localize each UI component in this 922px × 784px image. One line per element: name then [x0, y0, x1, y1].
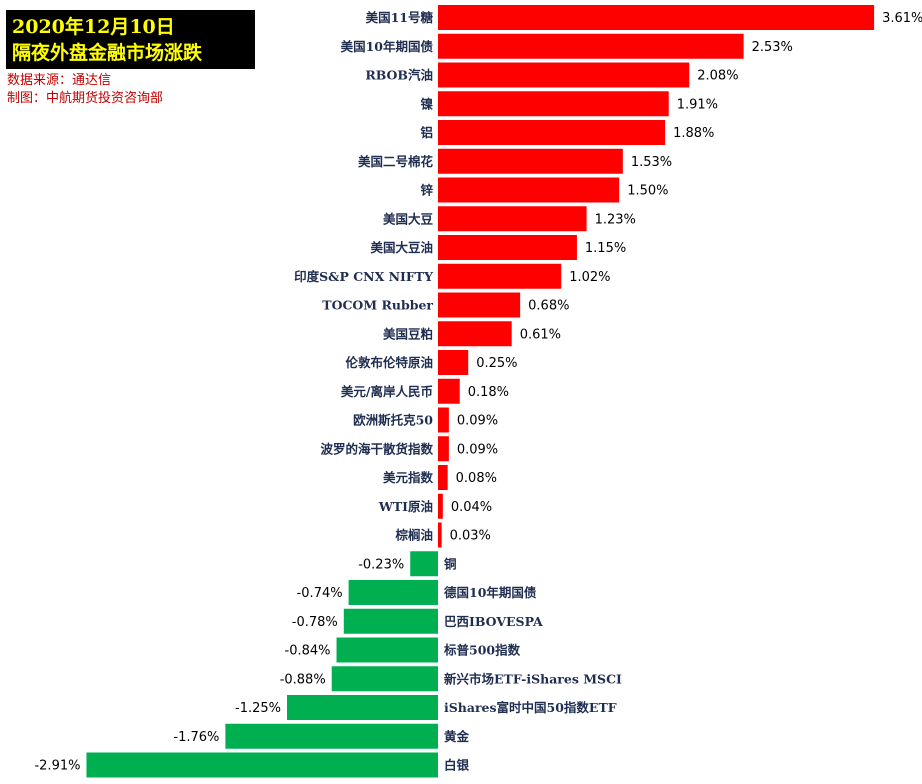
category-label: 欧洲斯托克50	[353, 413, 433, 428]
chart-producer: 制图：中航期货投资咨询部	[7, 91, 164, 106]
category-label: 美国大豆	[383, 211, 434, 226]
category-label: 棕榈油	[394, 528, 433, 543]
category-label: 锌	[420, 183, 433, 198]
category-label: 标普500指数	[443, 643, 521, 658]
bar	[438, 465, 448, 490]
bar	[438, 177, 620, 203]
bar	[438, 407, 449, 433]
data-label: 0.09%	[457, 442, 498, 457]
category-label: 美国二号棉花	[358, 154, 434, 169]
bar	[438, 436, 449, 462]
bar	[438, 292, 521, 318]
bar	[438, 522, 442, 548]
data-label: -2.91%	[34, 759, 80, 774]
data-label: 0.09%	[457, 414, 498, 429]
category-label: 印度S&P CNX NIFTY	[294, 269, 434, 284]
data-label: 1.91%	[677, 97, 718, 112]
category-label: 美国大豆油	[370, 240, 433, 255]
data-label: -0.88%	[280, 672, 326, 687]
bar	[438, 350, 469, 375]
bar	[438, 206, 587, 232]
data-label: -0.23%	[358, 557, 404, 572]
data-label: 2.53%	[752, 40, 793, 55]
data-label: -1.76%	[173, 730, 219, 745]
data-label: 1.15%	[585, 241, 626, 256]
category-label: 美国11号糖	[366, 10, 434, 25]
bar	[410, 551, 438, 577]
bar	[86, 752, 439, 778]
data-label: -1.25%	[235, 701, 281, 716]
category-label: 黄金	[444, 729, 470, 744]
category-label: 新兴市场ETF-iShares MSCI	[444, 671, 622, 686]
bar	[438, 62, 690, 88]
data-label: 0.03%	[450, 529, 491, 544]
category-label: 德国10年期国债	[444, 585, 537, 600]
bar	[225, 723, 438, 749]
category-label: 镍	[420, 96, 433, 111]
title-box: 2020年12月10日 隔夜外盘金融市场涨跌	[6, 10, 255, 69]
data-label: 1.50%	[627, 184, 668, 199]
bar	[438, 33, 744, 59]
data-label: 3.61%	[882, 11, 922, 26]
title-date: 2020年12月10日	[12, 16, 175, 38]
data-label: 1.02%	[569, 270, 610, 285]
category-label: 美元指数	[383, 470, 434, 485]
bar	[343, 608, 438, 634]
category-label: 铝	[420, 125, 433, 140]
data-label: -0.74%	[297, 586, 343, 601]
bar	[348, 580, 438, 605]
bar	[438, 91, 669, 117]
bar	[438, 5, 875, 30]
data-label: 0.68%	[528, 299, 569, 314]
category-label: 美国10年期国债	[341, 39, 434, 54]
data-source: 数据来源：通达信	[7, 73, 112, 88]
category-label: 铜	[444, 556, 457, 571]
category-label: 美国豆粕	[383, 326, 433, 341]
data-label: 1.23%	[595, 212, 636, 227]
category-label: RBOB汽油	[365, 68, 433, 83]
data-label: 1.53%	[631, 155, 672, 170]
category-label: iShares富时中国50指数ETF	[444, 700, 617, 715]
bar	[331, 666, 438, 692]
data-label: 0.08%	[456, 471, 497, 486]
data-label: 1.88%	[673, 126, 714, 141]
bar	[438, 148, 623, 174]
bar	[438, 263, 562, 289]
category-label: 美元/离岸人民币	[341, 384, 433, 399]
data-label: 0.18%	[468, 385, 509, 400]
data-label: -0.84%	[285, 644, 331, 659]
chart-title: 隔夜外盘金融市场涨跌	[12, 42, 203, 64]
bar	[287, 695, 438, 720]
category-label: WTI原油	[378, 499, 433, 514]
data-label: 2.08%	[697, 69, 738, 84]
category-label: 巴西IBOVESPA	[444, 614, 543, 629]
category-label: 伦敦布伦特原油	[345, 355, 433, 370]
bar	[336, 637, 438, 663]
category-label: 波罗的海干散货指数	[320, 441, 433, 456]
data-label: 0.04%	[451, 500, 492, 515]
category-label: TOCOM Rubber	[322, 298, 433, 313]
bar	[438, 378, 460, 404]
data-label: 0.25%	[476, 356, 517, 371]
category-label: 白银	[444, 758, 470, 773]
bar	[438, 120, 666, 145]
bar	[438, 235, 577, 260]
bar	[438, 493, 443, 519]
data-label: 0.61%	[520, 327, 561, 342]
bar	[438, 321, 512, 347]
data-label: -0.78%	[292, 615, 338, 630]
